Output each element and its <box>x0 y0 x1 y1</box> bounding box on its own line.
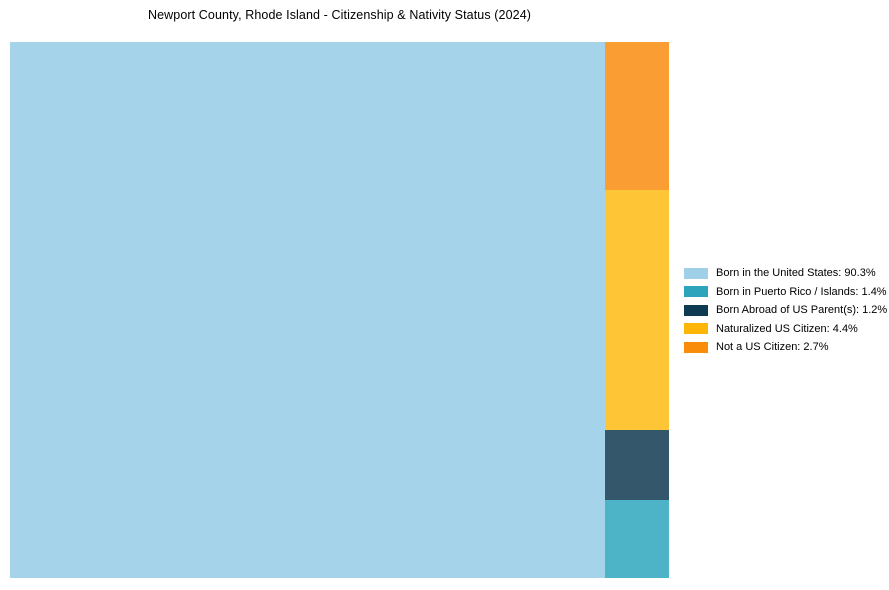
legend-item-born-in-us[interactable]: Born in the United States: 90.3% <box>684 264 887 283</box>
chart-title: Newport County, Rhode Island - Citizensh… <box>147 8 532 22</box>
treemap-segment-not-a-us-citizen[interactable] <box>605 42 669 190</box>
legend-label-not-a-us-citizen: Not a US Citizen: 2.7% <box>716 341 829 354</box>
legend-label-naturalized-us-citizen: Naturalized US Citizen: 4.4% <box>716 322 858 335</box>
legend-swatch-naturalized-us-citizen <box>684 323 708 335</box>
treemap-plot <box>10 42 669 578</box>
legend-item-not-a-us-citizen[interactable]: Not a US Citizen: 2.7% <box>684 338 887 357</box>
treemap-segment-born-in-puerto-rico-islands[interactable] <box>605 500 669 578</box>
legend-label-born-in-puerto-rico-islands: Born in Puerto Rico / Islands: 1.4% <box>716 285 887 298</box>
treemap-segment-naturalized-us-citizen[interactable] <box>605 190 669 430</box>
legend-item-born-abroad-of-us-parents[interactable]: Born Abroad of US Parent(s): 1.2% <box>684 301 887 320</box>
chart-legend: Born in the United States: 90.3% Born in… <box>684 264 887 357</box>
legend-swatch-born-in-puerto-rico-islands <box>684 286 708 298</box>
legend-swatch-not-a-us-citizen <box>684 341 708 353</box>
legend-label-born-abroad-of-us-parents: Born Abroad of US Parent(s): 1.2% <box>716 304 888 317</box>
legend-swatch-born-abroad-of-us-parents <box>684 304 708 316</box>
treemap-segment-born-in-us[interactable] <box>10 42 605 578</box>
legend-item-born-in-puerto-rico-islands[interactable]: Born in Puerto Rico / Islands: 1.4% <box>684 283 887 302</box>
legend-item-naturalized-us-citizen[interactable]: Naturalized US Citizen: 4.4% <box>684 320 887 339</box>
legend-label-born-in-us: Born in the United States: 90.3% <box>716 267 876 280</box>
treemap-segment-born-abroad-of-us-parents[interactable] <box>605 430 669 500</box>
legend-swatch-born-in-us <box>684 267 708 279</box>
